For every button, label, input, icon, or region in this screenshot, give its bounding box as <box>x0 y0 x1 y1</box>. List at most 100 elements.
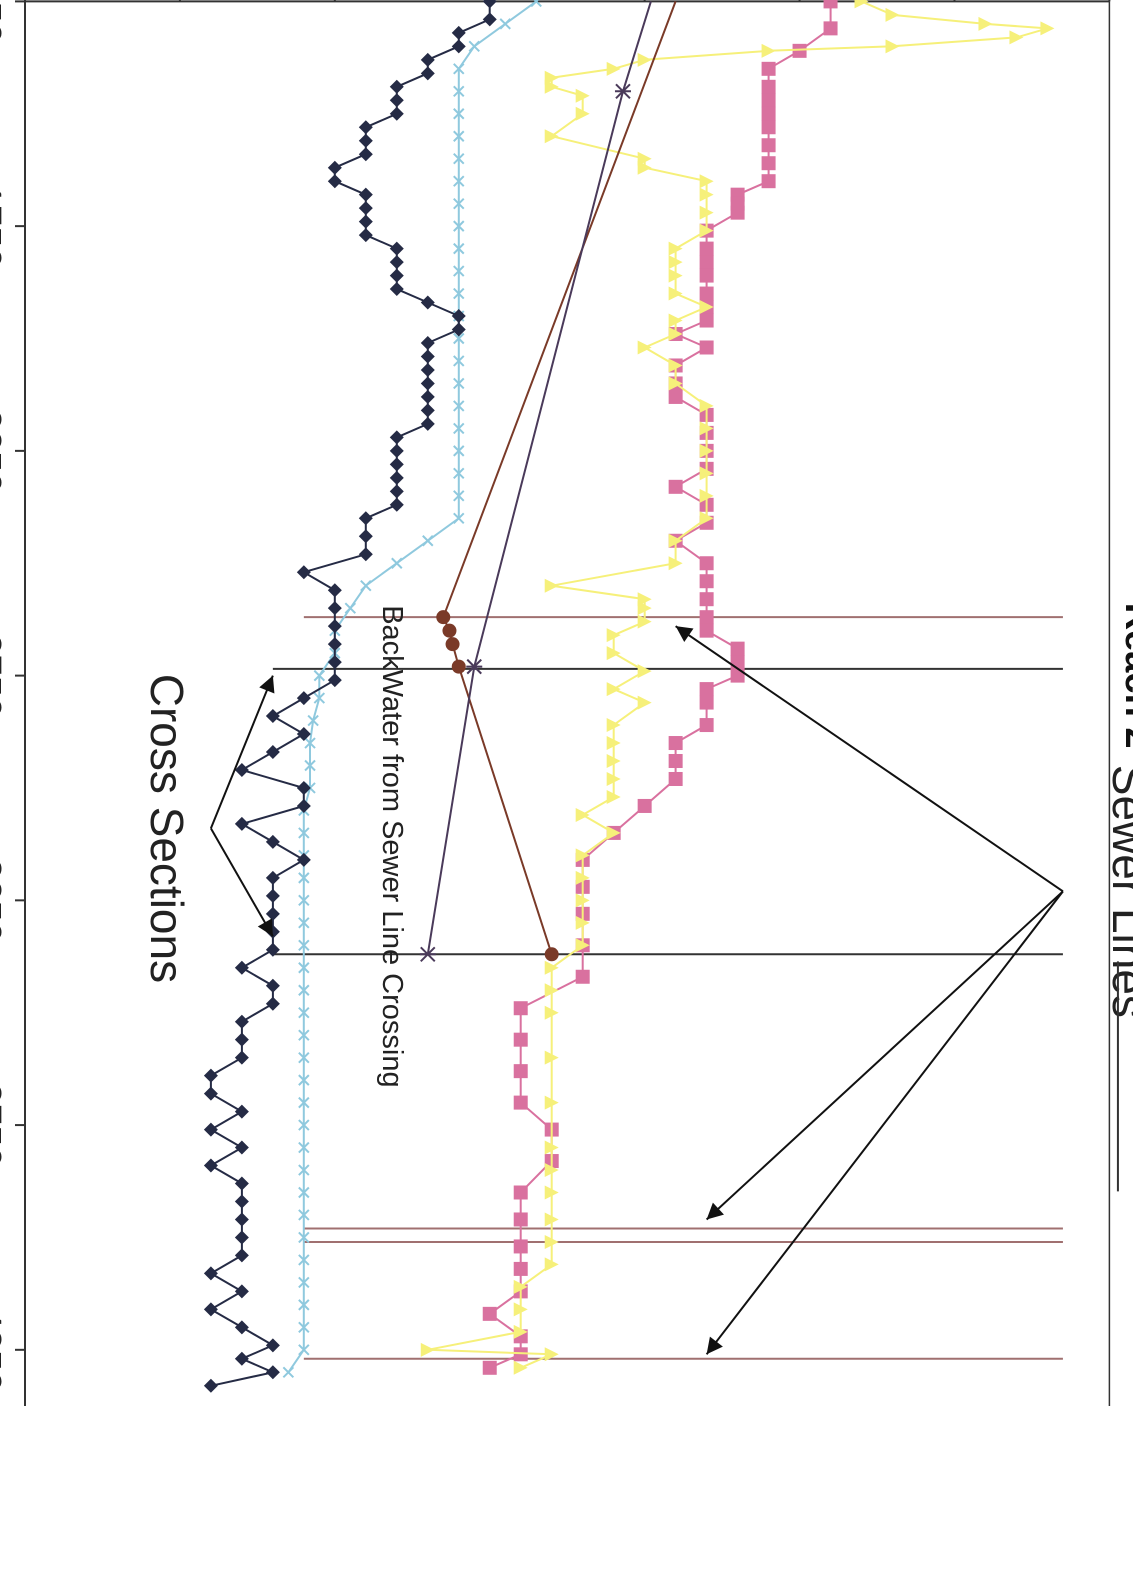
data-point <box>544 1347 559 1362</box>
data-point <box>420 376 435 391</box>
data-point <box>298 1051 310 1064</box>
data-point <box>530 0 542 8</box>
data-point <box>606 771 621 786</box>
data-point <box>606 628 621 643</box>
data-point <box>298 1321 310 1334</box>
data-point <box>358 511 373 526</box>
data-point <box>453 197 465 210</box>
data-point <box>298 984 310 996</box>
data-point <box>451 39 466 54</box>
series-2 <box>282 0 542 1378</box>
data-point <box>544 129 559 144</box>
data-point <box>313 692 326 704</box>
data-point <box>575 969 590 984</box>
data-point <box>699 174 714 189</box>
data-point <box>451 309 466 324</box>
data-point <box>327 637 342 652</box>
data-point <box>761 174 776 189</box>
data-point <box>637 695 652 710</box>
data-point <box>234 816 249 831</box>
data-point <box>389 106 404 121</box>
data-point <box>699 488 714 503</box>
data-point <box>699 718 714 733</box>
data-point <box>420 66 435 81</box>
data-point <box>298 872 310 884</box>
data-point <box>699 466 714 481</box>
cross-arrow-2-head <box>257 918 273 937</box>
sewer-arrow-3 <box>705 890 1064 1355</box>
data-point <box>453 400 465 412</box>
rotated-plot-group: 1250175022502750325037504250775780785790… <box>0 0 1133 1406</box>
data-point <box>298 1007 310 1019</box>
data-point <box>761 43 776 58</box>
data-point <box>420 362 435 377</box>
data-point <box>668 771 683 786</box>
data-point <box>637 160 652 175</box>
reference-lines-group <box>272 616 1063 1360</box>
data-point <box>298 1231 310 1244</box>
data-point <box>606 682 621 697</box>
data-point <box>389 79 404 94</box>
data-point <box>699 511 714 526</box>
data-point <box>453 445 465 457</box>
data-point <box>513 1279 528 1294</box>
data-point <box>699 340 714 355</box>
data-point <box>575 88 590 103</box>
data-point <box>606 754 621 769</box>
data-point <box>265 978 280 993</box>
data-point <box>482 12 497 27</box>
data-point <box>513 1032 528 1047</box>
data-point <box>344 602 357 614</box>
data-point <box>327 174 342 189</box>
data-point <box>298 1254 310 1266</box>
cross-sections-label: Cross Sections <box>141 674 193 983</box>
data-point <box>544 1140 559 1155</box>
data-point <box>265 1338 280 1353</box>
data-point <box>360 580 372 592</box>
data-point <box>668 286 683 301</box>
data-point <box>453 490 465 502</box>
data-point <box>544 1050 559 1065</box>
data-point <box>699 313 714 328</box>
cross-arrow-2 <box>210 827 274 937</box>
data-point <box>358 201 373 216</box>
data-point <box>327 601 342 616</box>
data-point <box>453 377 465 390</box>
series-group <box>203 0 1055 1393</box>
data-point <box>327 655 342 670</box>
data-point <box>389 93 404 108</box>
data-point <box>313 669 326 682</box>
data-point <box>389 241 404 256</box>
data-point <box>234 1176 249 1191</box>
data-point <box>513 1185 528 1200</box>
data-point <box>637 151 652 166</box>
data-point <box>668 479 683 494</box>
data-point <box>265 870 280 885</box>
data-point <box>637 601 652 616</box>
data-point <box>792 43 807 58</box>
data-point <box>885 39 900 54</box>
data-point <box>699 187 714 202</box>
cross-arrow-1-head <box>259 675 275 694</box>
series-line <box>427 0 1048 1369</box>
data-point <box>298 1074 310 1086</box>
data-point <box>234 1284 249 1299</box>
data-point <box>513 1261 528 1276</box>
data-point <box>544 1257 559 1272</box>
data-point <box>298 939 310 951</box>
data-point <box>575 870 590 885</box>
data-point <box>296 798 311 813</box>
data-point <box>389 430 404 445</box>
data-point <box>699 695 714 710</box>
data-point <box>389 457 404 472</box>
data-point <box>730 205 745 220</box>
data-point <box>298 1299 310 1311</box>
series-4 <box>436 1 677 962</box>
sewer-arrow-1-head <box>675 626 694 642</box>
data-point <box>298 1096 310 1109</box>
data-point <box>327 619 342 634</box>
data-point <box>453 85 465 98</box>
data-point <box>327 673 342 688</box>
